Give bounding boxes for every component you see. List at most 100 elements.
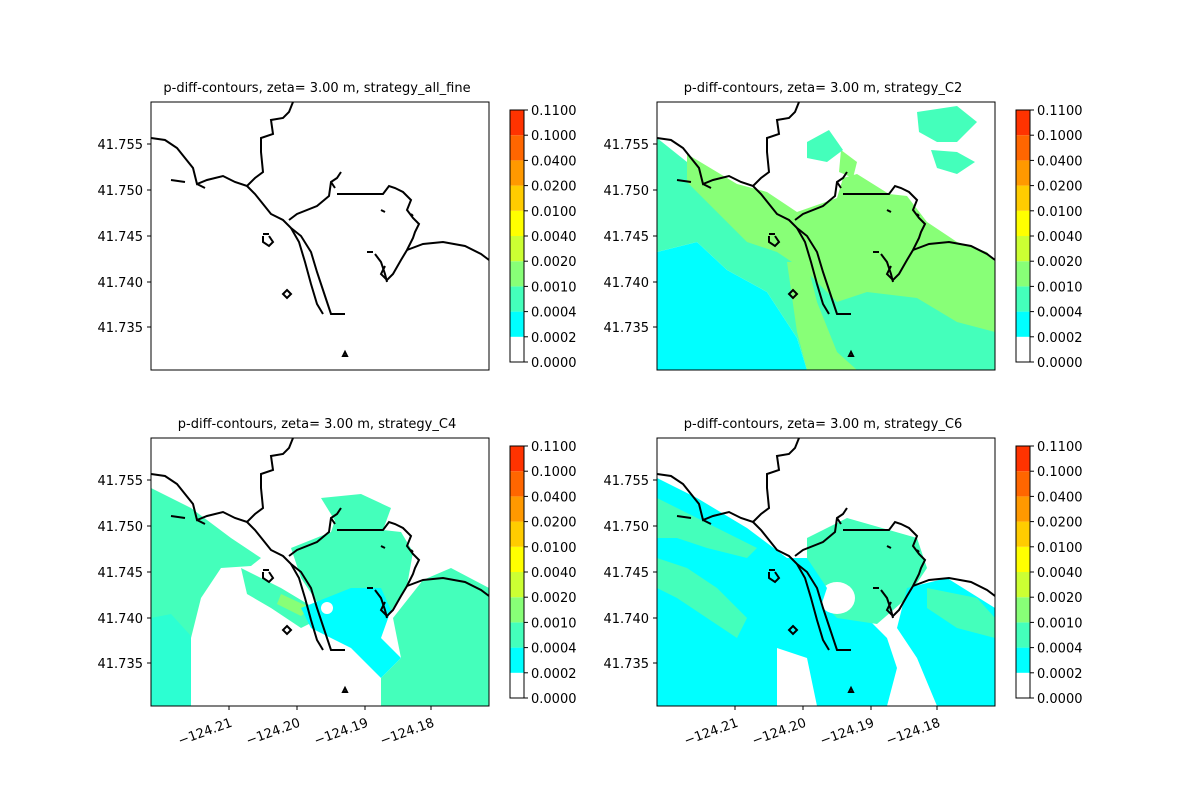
colorbar-label: 0.0200 [1037,516,1083,531]
colorbar-segment [1016,471,1030,497]
colorbar-label: 0.0010 [531,616,577,631]
colorbar-segment [1016,647,1030,673]
y-tick-label: 41.745 [604,566,650,581]
x-tick-label: −124.20 [750,716,808,749]
colorbar-label: 0.0400 [1037,154,1083,169]
subplot-strategy-all-fine [150,101,490,371]
colorbar-segment [1016,622,1030,648]
colorbar-segment [510,496,524,522]
colorbars: 0.0000 0.0002 0.0004 0.0010 0.0020 0.0040 0.01… [509,104,1083,707]
colorbar-segment [1016,261,1030,287]
colorbar-segment [510,647,524,673]
y-tick-label: 41.750 [98,520,144,535]
colorbar-label: 0.0400 [531,490,577,505]
colorbar-label: 0.1000 [531,129,577,144]
colorbar-segment [510,672,524,698]
colorbar-segment [510,572,524,598]
colorbar-label: 0.0200 [531,180,577,195]
y-tick-label: 41.755 [604,138,650,153]
colorbar-label: 0.0020 [1037,591,1083,606]
colorbar-label: 0.0040 [531,566,577,581]
subplot-title: p-diff-contours, zeta= 3.00 m, strategy_… [178,417,456,432]
y-tick-label: 41.750 [98,184,144,199]
colorbar-segment [1016,546,1030,572]
colorbar-label: 0.0004 [1037,642,1083,657]
colorbar-segment [510,446,524,472]
colorbar-segment [1016,446,1030,472]
colorbar-segment [1016,286,1030,312]
colorbar-segment [510,336,524,362]
colorbar-label: 0.0020 [1037,255,1083,270]
colorbar-label: 0.0004 [1037,306,1083,321]
colorbar-label: 0.0004 [531,306,577,321]
colorbar-label: 0.0100 [531,541,577,556]
colorbar-label: 0.1100 [531,440,577,455]
x-tick-label: −124.18 [378,716,436,749]
colorbar-label: 0.0002 [1037,667,1083,682]
x-axis-tick-labels: −124.21 −124.20 −124.19 −124.18 −124.21 −124.… [176,706,942,749]
colorbar-segment [1016,185,1030,211]
colorbar-label: 0.0000 [1037,692,1083,707]
y-tick-label: 41.740 [98,612,144,627]
y-tick-label: 41.755 [98,138,144,153]
plot-area [151,438,489,706]
colorbar-label: 0.0020 [531,255,577,270]
colorbar-label: 0.0100 [1037,205,1083,220]
y-tick-label: 41.745 [98,566,144,581]
colorbar-label: 0.0010 [531,280,577,295]
colorbar-segment [510,521,524,547]
y-axis-tick-labels: 41.755 41.750 41.745 41.740 41.735 41.755 41.7… [98,138,657,672]
colorbar-segment [510,597,524,623]
y-tick-label: 41.740 [98,276,144,291]
colorbar-label: 0.0002 [531,667,577,682]
plot-area [151,102,489,370]
subplot-strategy-c4 [150,437,490,707]
x-tick-label: −124.19 [312,716,370,749]
subplot-strategy-c6 [656,437,996,707]
colorbar-segment [510,471,524,497]
colorbar-segment [1016,311,1030,337]
colorbar-label: 0.1100 [531,104,577,119]
y-tick-label: 41.740 [604,612,650,627]
x-tick-label: −124.21 [682,716,740,749]
colorbar-segment [1016,135,1030,161]
colorbar-segment [1016,672,1030,698]
colorbar-label: 0.0040 [1037,566,1083,581]
colorbar-segment [1016,160,1030,186]
y-tick-label: 41.745 [98,230,144,245]
colorbar-segment [1016,521,1030,547]
y-tick-label: 41.735 [604,321,650,336]
colorbar-segment [510,286,524,312]
y-tick-label: 41.735 [604,657,650,672]
colorbar-label: 0.1000 [531,465,577,480]
colorbar-segment [510,261,524,287]
subplot-title: p-diff-contours, zeta= 3.00 m, strategy_… [684,417,962,432]
y-tick-label: 41.735 [98,657,144,672]
colorbar-label: 0.0000 [1037,356,1083,371]
colorbar-segment [1016,110,1030,136]
colorbar-label: 0.0100 [531,205,577,220]
colorbar-label: 0.0200 [531,516,577,531]
x-tick-label: −124.18 [884,716,942,749]
colorbar-segment [1016,496,1030,522]
colorbar-segment [510,210,524,236]
colorbar-segment [1016,597,1030,623]
colorbar-label: 0.0010 [1037,616,1083,631]
colorbar-label: 0.0010 [1037,280,1083,295]
colorbar-label: 0.0040 [531,230,577,245]
colorbar-segment [510,622,524,648]
colorbar-segment [510,236,524,262]
colorbar-label: 0.1000 [1037,129,1083,144]
colorbar-label: 0.0002 [531,331,577,346]
y-tick-label: 41.740 [604,276,650,291]
y-tick-label: 41.755 [98,474,144,489]
colorbar-label: 0.0400 [531,154,577,169]
colorbar-segment [510,160,524,186]
colorbar-label: 0.0400 [1037,490,1083,505]
y-tick-label: 41.750 [604,520,650,535]
colorbar-segment [510,311,524,337]
subplot-title: p-diff-contours, zeta= 3.00 m, strategy_… [163,81,470,96]
subplot-strategy-c2 [656,101,996,371]
colorbar-segment [1016,236,1030,262]
